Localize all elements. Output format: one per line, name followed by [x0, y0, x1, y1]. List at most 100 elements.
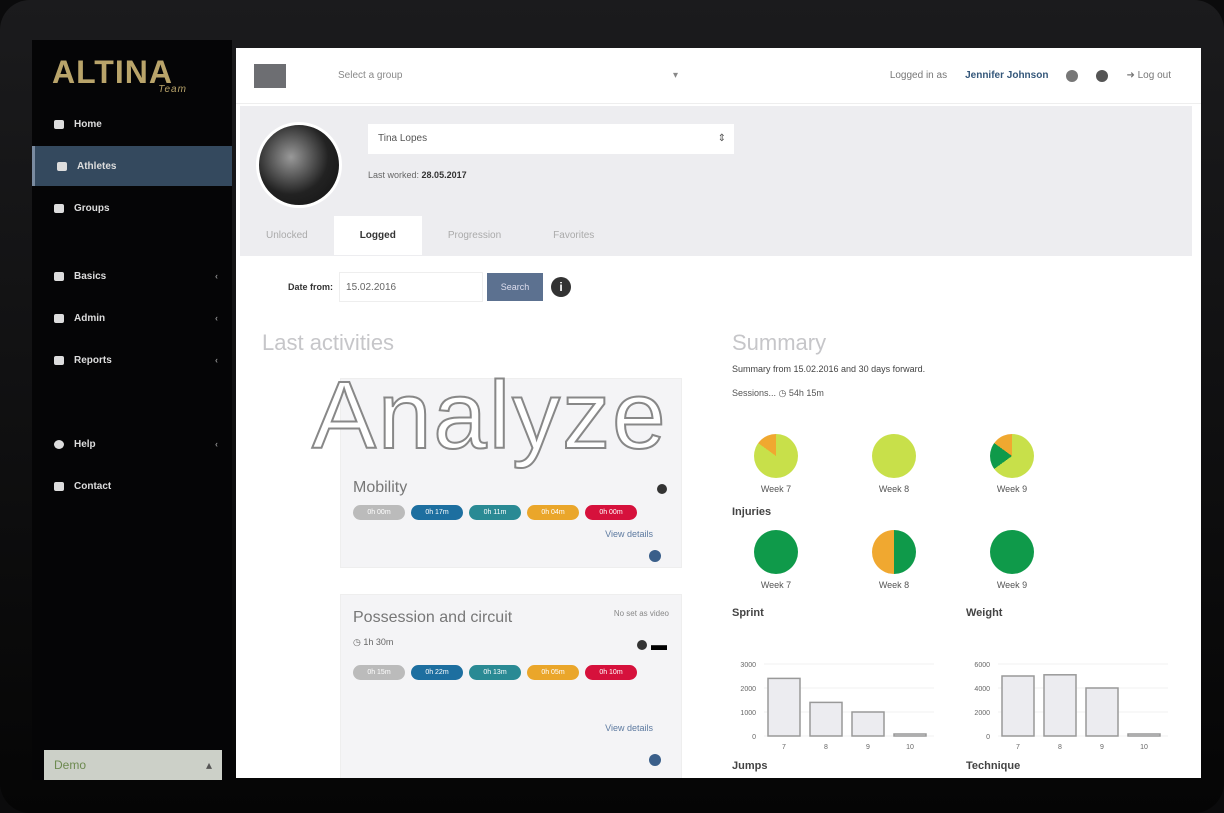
tab-progression[interactable]: Progression [447, 230, 502, 241]
x-tick-label: 8 [1058, 744, 1062, 751]
admin-icon [54, 313, 64, 323]
chevron-down-icon: ▾ [672, 70, 678, 81]
chevron-icon: ‹ [215, 313, 218, 323]
activity-card: Mobility 0h 00m 0h 17m 0h 11m 0h 04m 0h … [340, 378, 682, 568]
tab-logged[interactable]: Logged [333, 216, 422, 255]
sidebar-item-admin[interactable]: Admin ‹ [32, 298, 232, 338]
bar [1085, 687, 1119, 737]
settings-icon[interactable] [1066, 69, 1079, 82]
pill: 0h 13m [469, 665, 521, 680]
pie-load-week [754, 434, 798, 478]
pill: 0h 11m [469, 505, 521, 520]
avatar [256, 122, 342, 208]
sidebar-item-basics[interactable]: Basics ‹ [32, 256, 232, 296]
pie-label: Week 7 [760, 580, 792, 590]
view-details-link[interactable]: View details [605, 723, 653, 733]
pie-load-week [990, 434, 1034, 478]
pie-injuries-week [990, 530, 1034, 574]
last-activities-title: Last activities [262, 330, 395, 355]
bar-charts: Sprint 0 1000 2000 3000 7 8 9 10 Weight 0 2000 4000 6… [732, 607, 1168, 751]
label: Home [74, 118, 102, 130]
pie-injuries-week [754, 530, 798, 574]
toggle-icon[interactable] [649, 549, 661, 567]
pill: 0h 22m [411, 665, 463, 680]
date-from-input[interactable]: 15.02.2016 [339, 272, 484, 302]
tab-unlocked[interactable]: Unlocked [266, 230, 308, 241]
select-arrows-icon: ⇕ [717, 133, 726, 144]
logout-button[interactable]: ➜ Log out [1126, 70, 1171, 81]
pie-injuries-week [872, 530, 916, 574]
sidebar-item-contact[interactable]: Contact [32, 466, 232, 506]
athlete-header: Tina Lopes ⇕ Last worked: 28.05.2017 Unlo… [240, 106, 1192, 256]
x-tick-label: 7 [1016, 744, 1020, 751]
summary-duration: Sessions... ◷ 54h 15m [732, 388, 824, 398]
x-tick-label: 9 [1100, 744, 1104, 751]
home-icon [54, 119, 64, 129]
label: Help [74, 438, 96, 450]
contact-icon [54, 481, 64, 491]
activity-title: Mobility [353, 479, 408, 496]
x-tick-label: 10 [906, 744, 914, 751]
info-icon[interactable]: i [551, 277, 572, 297]
label: Basics [74, 270, 107, 282]
search-button[interactable]: Search [487, 273, 544, 301]
bar [851, 711, 885, 737]
pie-load-week [872, 434, 916, 478]
sidebar: ALTINA Team Home Athletes Groups Basics ‹ … [32, 40, 232, 780]
activity-duration: ◷ 1h 30m [353, 637, 394, 647]
y-tick-label: 6000 [974, 662, 990, 669]
x-tick-label: 10 [1140, 744, 1148, 751]
chart-title: Weight [966, 607, 1003, 619]
pill: 0h 00m [353, 505, 405, 520]
tab-favorites[interactable]: Favorites [553, 230, 595, 241]
sidebar-item-home[interactable]: Home [32, 104, 232, 144]
x-tick-label: 9 [866, 744, 870, 751]
view-details-link[interactable]: View details [605, 529, 653, 539]
activity-icons: ▬ [636, 637, 667, 655]
reports-icon [54, 355, 64, 365]
date-from-label: Date from: [288, 282, 334, 292]
sidebar-item-groups[interactable]: Groups [32, 188, 232, 228]
y-tick-label: 2000 [740, 686, 756, 693]
pill: 0h 15m [353, 665, 405, 680]
y-tick-label: 1000 [740, 710, 756, 717]
menu-toggle-button[interactable] [254, 63, 286, 88]
sidebar-item-athletes[interactable]: Athletes [32, 146, 232, 186]
pill: 0h 00m [585, 505, 637, 520]
user-link[interactable]: Jennifer Johnson [965, 70, 1049, 81]
label: Groups [74, 202, 110, 214]
help-icon [54, 439, 64, 449]
x-tick-label: 7 [782, 744, 786, 751]
chevron-up-icon: ▴ [205, 758, 212, 772]
pie-label: Week 8 [878, 484, 910, 494]
topbar: Select a group ▾ Logged in as Jennifer Jo… [236, 48, 1201, 104]
sidebar-item-help[interactable]: Help ‹ [32, 424, 232, 464]
activity-note: No set as video [613, 609, 669, 618]
athlete-select[interactable]: Tina Lopes ⇕ [368, 124, 734, 154]
chevron-icon: ‹ [215, 355, 218, 365]
y-tick-label: 3000 [740, 662, 756, 669]
sidebar-item-reports[interactable]: Reports ‹ [32, 340, 232, 380]
demo-select[interactable]: Demo ▴ [44, 750, 222, 780]
injuries-title: Injuries [732, 506, 772, 518]
label: Athletes [77, 160, 117, 172]
pie-label: Week 7 [760, 484, 792, 494]
main-screen: Select a group ▾ Logged in as Jennifer Jo… [236, 48, 1201, 778]
last-worked: Last worked: 28.05.2017 [368, 170, 467, 180]
user-icon [57, 161, 67, 171]
activity-title: Possession and circuit [353, 609, 513, 626]
bar [1043, 674, 1077, 737]
group-select[interactable]: Select a group ▾ [338, 70, 678, 81]
bar [767, 677, 801, 737]
y-tick-label: 4000 [974, 686, 990, 693]
y-tick-label: 0 [752, 734, 756, 741]
label: Contact [74, 480, 112, 492]
toggle-icon[interactable] [649, 753, 661, 771]
pill: 0h 17m [411, 505, 463, 520]
help-icon[interactable] [1096, 69, 1109, 82]
pill: 0h 04m [527, 505, 579, 520]
chevron-icon: ‹ [215, 439, 218, 449]
label: Admin [74, 312, 106, 324]
logo: ALTINA Team [52, 54, 187, 95]
summary-text: Summary from 15.02.2016 and 30 days forw… [732, 364, 926, 374]
